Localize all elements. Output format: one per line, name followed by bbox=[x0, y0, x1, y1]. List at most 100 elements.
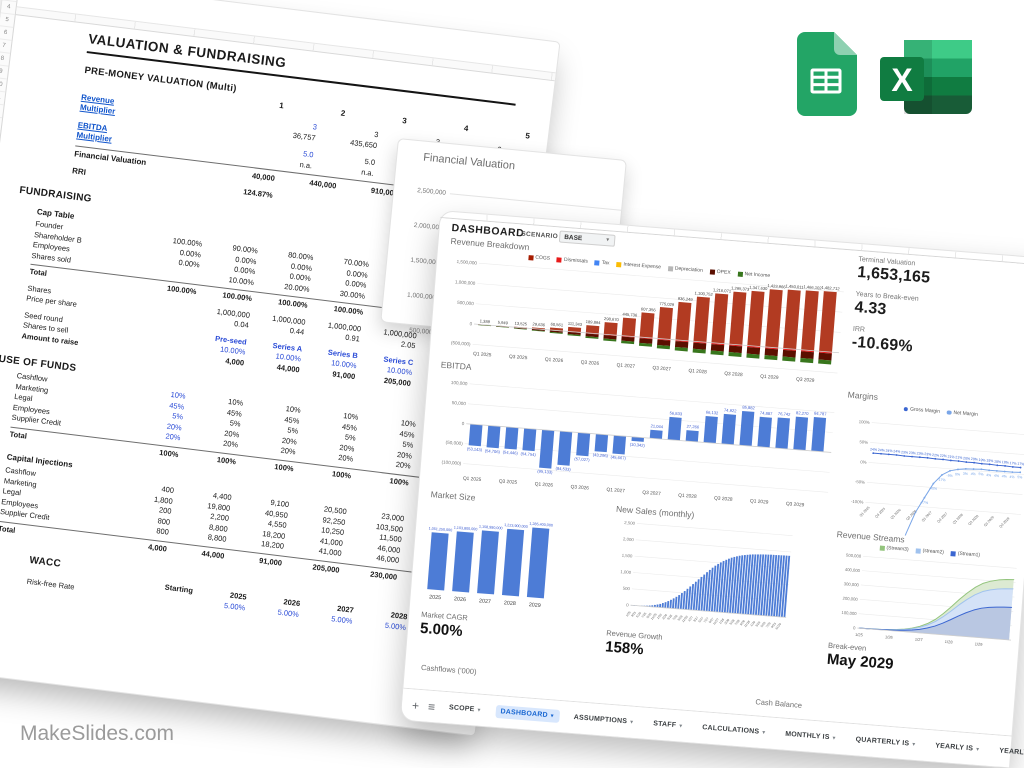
svg-text:Q3 2029: Q3 2029 bbox=[796, 376, 815, 383]
svg-text:Q3 2026: Q3 2026 bbox=[581, 360, 600, 367]
svg-text:22%: 22% bbox=[940, 454, 947, 459]
legend-label: COGS bbox=[535, 254, 551, 262]
stat-value: 5.00% bbox=[419, 619, 464, 641]
chevron-down-icon: ▼ bbox=[831, 734, 837, 742]
tab-label: STAFF bbox=[652, 720, 677, 730]
svg-text:29,636: 29,636 bbox=[532, 321, 546, 327]
svg-text:11/27: 11/27 bbox=[712, 617, 720, 626]
chevron-down-icon: ▼ bbox=[628, 718, 635, 726]
svg-text:3/26: 3/26 bbox=[661, 613, 668, 620]
svg-text:0: 0 bbox=[626, 602, 629, 607]
chevron-down-icon: ▼ bbox=[677, 722, 684, 730]
sheet-tab-calculations[interactable]: CALCULATIONS ▼ bbox=[697, 721, 772, 740]
chevron-down-icon: ▼ bbox=[760, 729, 767, 736]
sheet-tab-monthly-is[interactable]: MONTHLY IS ▼ bbox=[780, 727, 842, 745]
svg-text:9/25: 9/25 bbox=[646, 612, 653, 619]
svg-text:56,833: 56,833 bbox=[669, 410, 683, 416]
cell: 100% bbox=[331, 468, 352, 480]
cell: 4,000 bbox=[147, 541, 168, 553]
svg-text:82,270: 82,270 bbox=[796, 410, 810, 416]
axis-tick-label: 2,500,000 bbox=[416, 187, 447, 197]
svg-text:7/27: 7/27 bbox=[703, 616, 710, 623]
google-sheets-icon bbox=[795, 32, 857, 116]
svg-text:(95,133): (95,133) bbox=[537, 469, 553, 475]
svg-text:66,132: 66,132 bbox=[706, 410, 720, 416]
multiplier-link: EBITDA Multiplier bbox=[76, 120, 113, 144]
svg-text:74,922: 74,922 bbox=[724, 407, 738, 413]
svg-text:5,949: 5,949 bbox=[498, 320, 509, 326]
svg-text:3/28: 3/28 bbox=[723, 618, 730, 625]
sheet-tab-yearly-balance[interactable]: YEARLY BALANCE▼ bbox=[994, 744, 1024, 764]
svg-text:100%: 100% bbox=[858, 419, 870, 425]
sheet-tab-dashboard[interactable]: DASHBOARD ▼ bbox=[495, 704, 561, 723]
svg-text:2026: 2026 bbox=[454, 596, 466, 603]
legend-swatch bbox=[950, 550, 957, 557]
svg-text:Q1 2026: Q1 2026 bbox=[890, 508, 902, 520]
all-sheets-menu-button[interactable]: ≡ bbox=[427, 699, 436, 714]
svg-text:7/25: 7/25 bbox=[640, 611, 647, 618]
svg-text:100,000: 100,000 bbox=[451, 380, 468, 386]
add-sheet-button[interactable]: + bbox=[411, 697, 420, 713]
sheet-tab-assumptions[interactable]: ASSUMPTIONS ▼ bbox=[568, 711, 640, 730]
svg-text:Q1 2027: Q1 2027 bbox=[616, 362, 635, 369]
sheet-tab-scope[interactable]: SCOPE ▼ bbox=[444, 701, 488, 717]
svg-text:Q1 2028: Q1 2028 bbox=[688, 368, 707, 375]
svg-text:500: 500 bbox=[623, 586, 631, 592]
svg-text:(10,342): (10,342) bbox=[630, 442, 646, 448]
cell: 44,000 bbox=[201, 548, 225, 561]
svg-text:1,466,102: 1,466,102 bbox=[803, 284, 822, 290]
row-number: 13 bbox=[0, 116, 3, 132]
cell: 100% bbox=[158, 447, 179, 459]
revenue-streams-plot: 500,000 400,000 300,000 200,000 100,000 0 1/25… bbox=[841, 553, 1017, 647]
svg-text:(500,000): (500,000) bbox=[451, 340, 471, 347]
tab-label: YEARLY IS bbox=[935, 742, 974, 753]
svg-text:1/29: 1/29 bbox=[749, 620, 756, 627]
svg-text:200,000: 200,000 bbox=[842, 596, 858, 602]
sheet-tab-staff[interactable]: STAFF ▼ bbox=[648, 717, 689, 733]
new-sales-plot: 2,500 2,000 1,500 1,000 500 0 1/253/255/257/25… bbox=[620, 520, 793, 630]
svg-text:1,000: 1,000 bbox=[620, 569, 632, 575]
svg-text:21%: 21% bbox=[947, 455, 954, 460]
row-number: 7 bbox=[0, 39, 12, 54]
svg-text:11/25: 11/25 bbox=[650, 612, 658, 621]
svg-text:0: 0 bbox=[853, 625, 856, 630]
sheet-tab-quarterly-is[interactable]: QUARTERLY IS ▼ bbox=[850, 733, 922, 752]
svg-text:85,882: 85,882 bbox=[742, 404, 756, 410]
svg-text:74,887: 74,887 bbox=[760, 410, 774, 416]
svg-text:607,356: 607,356 bbox=[641, 306, 657, 312]
svg-text:5/25: 5/25 bbox=[635, 611, 642, 618]
cell: 100.00% bbox=[333, 304, 364, 317]
svg-text:Q3 2026: Q3 2026 bbox=[905, 509, 917, 521]
svg-text:24%: 24% bbox=[878, 448, 885, 453]
row-number: 10 bbox=[0, 77, 7, 93]
svg-text:(100,000): (100,000) bbox=[441, 460, 461, 467]
svg-text:4%: 4% bbox=[994, 474, 999, 478]
svg-text:Q1 2028: Q1 2028 bbox=[678, 493, 697, 500]
svg-text:936,249: 936,249 bbox=[678, 296, 694, 302]
row-number: 8 bbox=[0, 52, 11, 67]
svg-text:298,670: 298,670 bbox=[604, 316, 620, 322]
svg-text:2,000: 2,000 bbox=[623, 536, 635, 542]
svg-text:1,223,900,000: 1,223,900,000 bbox=[504, 523, 528, 529]
chevron-down-icon: ▼ bbox=[476, 706, 482, 714]
svg-text:(45,667): (45,667) bbox=[610, 454, 626, 460]
legend-item: Tax bbox=[594, 259, 610, 266]
svg-text:19%: 19% bbox=[986, 459, 993, 464]
svg-text:-100%: -100% bbox=[851, 499, 864, 505]
svg-text:76,742: 76,742 bbox=[778, 411, 792, 417]
cell: 230,000 bbox=[369, 569, 398, 582]
svg-text:0: 0 bbox=[462, 421, 465, 426]
sheet-tab-yearly-is[interactable]: YEARLY IS ▼ bbox=[930, 739, 986, 756]
svg-text:1,500: 1,500 bbox=[622, 553, 634, 559]
svg-text:1,389: 1,389 bbox=[480, 318, 491, 324]
svg-text:0: 0 bbox=[469, 321, 472, 326]
svg-text:18%: 18% bbox=[1002, 460, 1009, 465]
legend-swatch bbox=[737, 271, 743, 277]
multiplier-link: Revenue Multiplier bbox=[79, 92, 116, 116]
svg-text:9/29: 9/29 bbox=[770, 622, 777, 629]
cell: 100% bbox=[273, 461, 295, 473]
cell bbox=[132, 355, 188, 362]
svg-text:0%: 0% bbox=[955, 472, 960, 476]
tab-label: MONTHLY IS bbox=[785, 730, 830, 742]
svg-text:1,500,000: 1,500,000 bbox=[456, 259, 477, 266]
